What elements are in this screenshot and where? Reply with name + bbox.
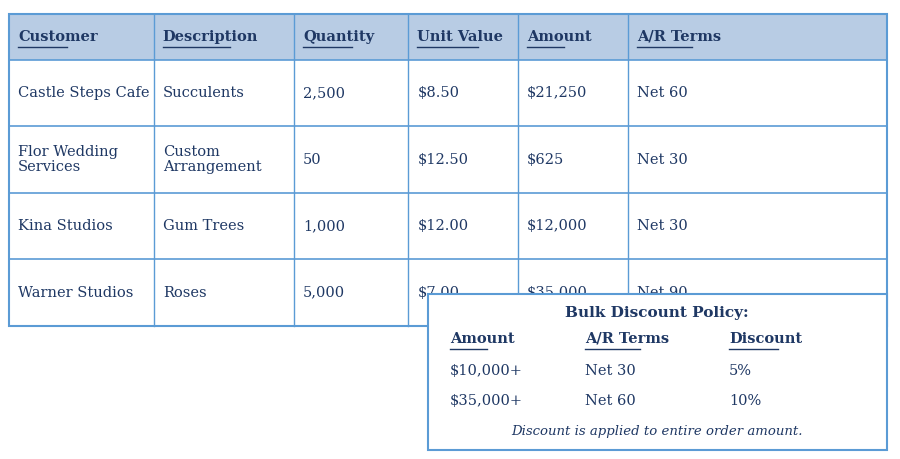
Text: $21,250: $21,250 <box>527 86 588 100</box>
Text: Quantity: Quantity <box>303 30 374 44</box>
Text: A/R Terms: A/R Terms <box>636 30 721 44</box>
Text: Services: Services <box>18 160 81 174</box>
Text: Net 90: Net 90 <box>636 285 688 300</box>
Text: Customer: Customer <box>18 30 97 44</box>
Text: $35,000: $35,000 <box>527 285 588 300</box>
Text: $10,000+: $10,000+ <box>450 364 523 378</box>
Text: 5,000: 5,000 <box>303 285 346 300</box>
Text: Description: Description <box>163 30 258 44</box>
Text: 50: 50 <box>303 152 322 167</box>
Text: $12,000: $12,000 <box>527 219 588 233</box>
Text: $7.00: $7.00 <box>418 285 459 300</box>
Text: 2,500: 2,500 <box>303 86 346 100</box>
Text: Net 60: Net 60 <box>636 86 688 100</box>
Text: $12.50: $12.50 <box>418 152 468 167</box>
Text: Net 30: Net 30 <box>636 152 688 167</box>
Text: Unit Value: Unit Value <box>418 30 503 44</box>
Text: $35,000+: $35,000+ <box>450 394 523 408</box>
Text: Net 30: Net 30 <box>585 364 635 378</box>
Text: Kina Studios: Kina Studios <box>18 219 112 233</box>
Text: Bulk Discount Policy:: Bulk Discount Policy: <box>565 306 749 320</box>
FancyBboxPatch shape <box>428 294 886 450</box>
Text: Amount: Amount <box>527 30 591 44</box>
Text: $12.00: $12.00 <box>418 219 468 233</box>
Text: $625: $625 <box>527 152 564 167</box>
Text: Flor Wedding: Flor Wedding <box>18 145 118 159</box>
Text: 10%: 10% <box>729 394 761 408</box>
Text: Warner Studios: Warner Studios <box>18 285 133 300</box>
FancyBboxPatch shape <box>9 14 886 60</box>
Text: Discount: Discount <box>729 332 802 346</box>
Text: Amount: Amount <box>450 332 515 346</box>
Text: Net 30: Net 30 <box>636 219 688 233</box>
Text: 5%: 5% <box>729 364 752 378</box>
Text: Arrangement: Arrangement <box>163 160 261 174</box>
Text: Gum Trees: Gum Trees <box>163 219 244 233</box>
Text: Custom: Custom <box>163 145 220 159</box>
Text: $8.50: $8.50 <box>418 86 459 100</box>
Text: Discount is applied to entire order amount.: Discount is applied to entire order amou… <box>511 425 803 438</box>
Text: 1,000: 1,000 <box>303 219 346 233</box>
Text: A/R Terms: A/R Terms <box>585 332 669 346</box>
Text: Succulents: Succulents <box>163 86 245 100</box>
Text: Castle Steps Cafe: Castle Steps Cafe <box>18 86 149 100</box>
Text: Net 60: Net 60 <box>585 394 635 408</box>
Text: Roses: Roses <box>163 285 206 300</box>
